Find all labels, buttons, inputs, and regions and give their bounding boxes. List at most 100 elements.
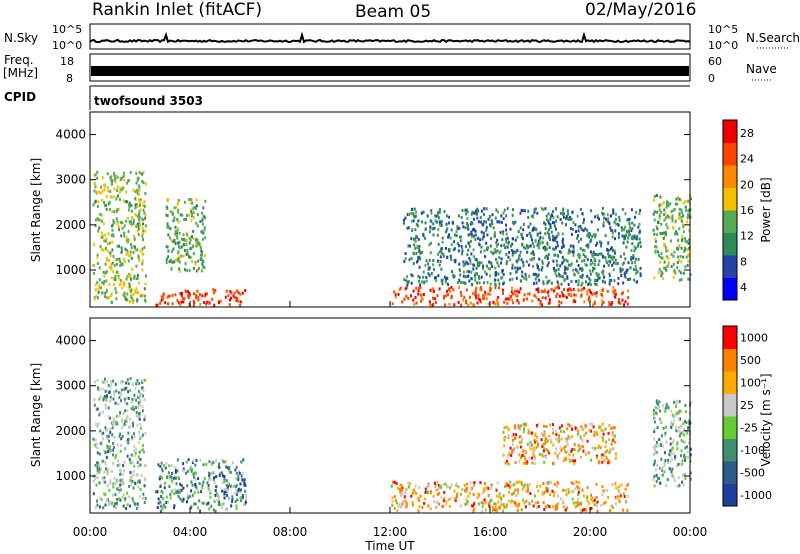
colorbar-swatch (723, 120, 737, 143)
x-tick-label: 00:00 (673, 525, 708, 539)
heatmap-cell (584, 263, 587, 267)
heatmap-cell (492, 252, 494, 256)
heatmap-cell (480, 209, 483, 213)
heatmap-cell (543, 432, 546, 436)
heatmap-cell (529, 492, 532, 495)
heatmap-cell (551, 214, 554, 218)
heatmap-cell (127, 208, 130, 212)
heatmap-cell (484, 270, 487, 274)
heatmap-cell (621, 229, 624, 233)
heatmap-cell (600, 252, 603, 256)
heatmap-cell (528, 232, 531, 236)
heatmap-cell (192, 216, 195, 220)
heatmap-cell (551, 489, 554, 493)
heatmap-cell (512, 483, 515, 487)
heatmap-cell (523, 298, 525, 301)
heatmap-cell (585, 431, 587, 435)
heatmap-cell (447, 287, 450, 291)
heatmap-cell (196, 224, 199, 228)
heatmap-cell (157, 497, 160, 501)
heatmap-cell (125, 236, 128, 240)
heatmap-cell (95, 445, 98, 449)
heatmap-cell (237, 300, 240, 303)
heatmap-cell (115, 175, 118, 178)
heatmap-cell (676, 442, 679, 446)
heatmap-cell (505, 503, 508, 507)
heatmap-cell (605, 440, 607, 444)
heatmap-cell (661, 473, 664, 477)
heatmap-cell (578, 256, 581, 259)
heatmap-cell (237, 475, 240, 478)
heatmap-cell (226, 508, 228, 512)
heatmap-cell (188, 198, 191, 201)
heatmap-cell (121, 496, 124, 500)
heatmap-cell (686, 240, 689, 244)
heatmap-cell (678, 227, 681, 231)
heatmap-cell (600, 241, 603, 245)
heatmap-cell (127, 259, 130, 263)
heatmap-cell (113, 446, 115, 449)
heatmap-cell (144, 229, 146, 233)
heatmap-cell (185, 460, 188, 464)
heatmap-cell (626, 509, 629, 512)
heatmap-cell (179, 497, 182, 501)
heatmap-cell (653, 198, 655, 202)
heatmap-cell (136, 176, 139, 180)
heatmap-cell (127, 396, 130, 400)
heatmap-cell (553, 491, 556, 495)
heatmap-cell (208, 474, 211, 478)
heatmap-cell (595, 502, 597, 506)
heatmap-cell (176, 231, 178, 235)
heatmap-cell (452, 288, 455, 292)
heatmap-cell (506, 454, 509, 458)
heatmap-cell (596, 500, 599, 504)
heatmap-cell (620, 292, 623, 296)
heatmap-cell (564, 271, 567, 275)
heatmap-cell (188, 291, 191, 295)
heatmap-cell (142, 492, 145, 496)
heatmap-cell (207, 483, 210, 487)
heatmap-cell (99, 429, 102, 433)
heatmap-cell (554, 253, 557, 257)
velocity-plot-bg (90, 318, 690, 513)
heatmap-cell (499, 230, 502, 234)
heatmap-cell (607, 241, 610, 245)
heatmap-cell (433, 226, 436, 230)
heatmap-cell (614, 295, 617, 299)
heatmap-cell (209, 495, 212, 499)
heatmap-cell (137, 254, 140, 258)
heatmap-cell (199, 246, 202, 249)
heatmap-cell (235, 507, 238, 510)
heatmap-cell (98, 397, 101, 401)
heatmap-cell (108, 500, 110, 504)
heatmap-cell (121, 176, 124, 180)
heatmap-cell (202, 501, 205, 505)
heatmap-cell (656, 463, 659, 467)
heatmap-cell (194, 502, 197, 506)
heatmap-cell (106, 484, 109, 488)
heatmap-cell (123, 397, 126, 401)
heatmap-cell (460, 303, 462, 307)
heatmap-cell (505, 240, 508, 244)
heatmap-cell (561, 255, 564, 259)
heatmap-cell (541, 259, 544, 263)
heatmap-cell (543, 447, 546, 451)
heatmap-cell (177, 301, 180, 305)
heatmap-cell (99, 411, 101, 415)
heatmap-cell (470, 252, 473, 256)
heatmap-cell (535, 228, 538, 232)
colorbar-swatch (723, 416, 737, 439)
heatmap-cell (617, 300, 620, 304)
heatmap-cell (594, 253, 597, 257)
heatmap-cell (569, 293, 572, 297)
heatmap-cell (177, 202, 179, 206)
heatmap-cell (687, 426, 690, 430)
heatmap-cell (615, 452, 617, 456)
heatmap-cell (160, 483, 162, 486)
heatmap-cell (492, 300, 495, 304)
heatmap-cell (136, 273, 139, 277)
heatmap-cell (191, 213, 193, 217)
heatmap-cell (141, 180, 144, 183)
heatmap-cell (492, 226, 495, 230)
heatmap-cell (199, 458, 202, 462)
